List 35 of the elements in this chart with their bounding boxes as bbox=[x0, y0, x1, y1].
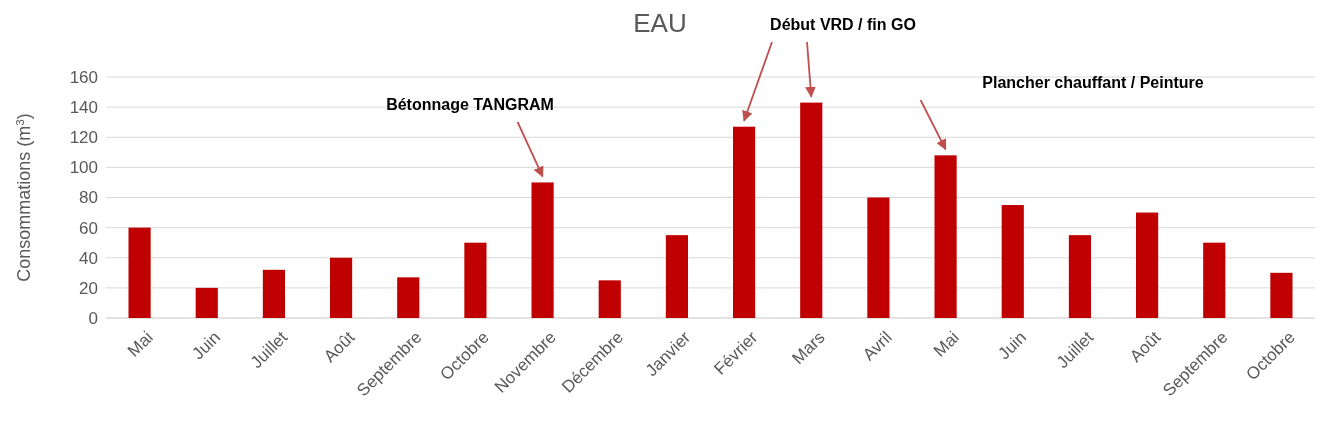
bar bbox=[397, 277, 420, 318]
y-tick-label: 20 bbox=[79, 278, 98, 298]
bar bbox=[1203, 242, 1226, 318]
bar bbox=[867, 197, 890, 318]
y-tick-label: 120 bbox=[69, 128, 98, 148]
y-tick-label: 80 bbox=[79, 188, 98, 208]
x-tick-label: Mai bbox=[124, 327, 157, 361]
bar bbox=[195, 287, 218, 318]
text: Début VRD / fin GO bbox=[770, 16, 916, 33]
annotation: Bétonnage TANGRAM bbox=[386, 96, 554, 113]
bar bbox=[1136, 212, 1159, 318]
bar bbox=[531, 182, 554, 318]
bar bbox=[598, 280, 621, 318]
bar bbox=[464, 242, 487, 318]
annotation: Plancher chauffant / Peinture bbox=[982, 74, 1204, 91]
y-tick-label: 140 bbox=[69, 98, 98, 118]
x-tick-label: Mai bbox=[930, 327, 963, 361]
bar bbox=[262, 269, 285, 318]
bar bbox=[665, 235, 688, 318]
y-tick-label: 100 bbox=[69, 158, 98, 178]
bar bbox=[733, 126, 756, 318]
y-tick-label: 0 bbox=[88, 308, 98, 328]
bar bbox=[1001, 205, 1024, 318]
bar bbox=[934, 155, 957, 318]
bar bbox=[1270, 272, 1293, 318]
y-tick-label: 60 bbox=[79, 218, 98, 238]
bar bbox=[128, 227, 151, 318]
bar bbox=[1068, 235, 1091, 318]
bar bbox=[330, 257, 353, 318]
x-tick-label: Juin bbox=[994, 327, 1030, 364]
chart-title: EAU bbox=[633, 8, 687, 38]
x-tick-label: Juin bbox=[188, 327, 224, 364]
y-tick-label: 160 bbox=[69, 67, 98, 87]
bar bbox=[800, 102, 823, 318]
y-tick-label: 40 bbox=[79, 248, 98, 268]
